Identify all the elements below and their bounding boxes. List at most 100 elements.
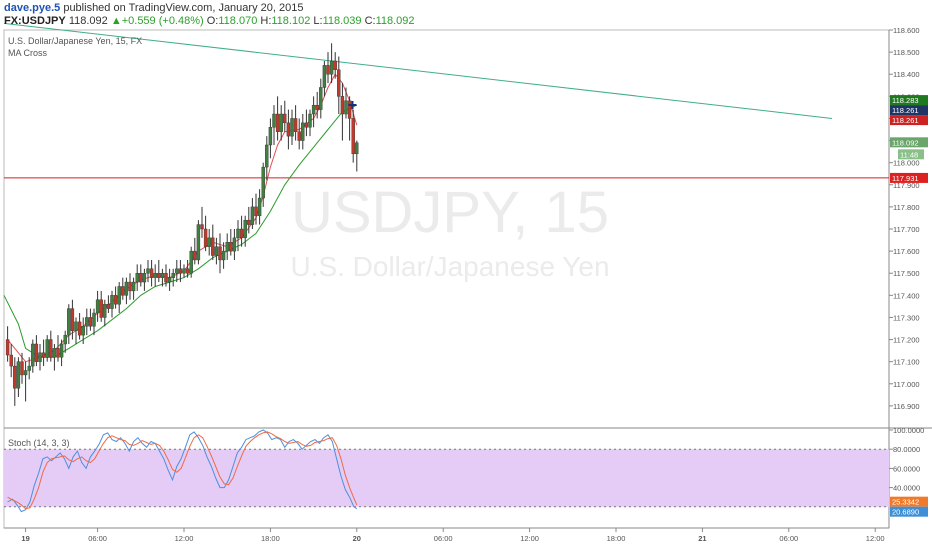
candle-body bbox=[175, 268, 179, 274]
candle-body bbox=[232, 237, 237, 252]
candle bbox=[243, 215, 247, 247]
candle-body bbox=[185, 268, 190, 274]
candle bbox=[239, 215, 244, 247]
candle bbox=[247, 206, 251, 234]
candle bbox=[254, 193, 258, 225]
candle-body bbox=[218, 246, 222, 261]
price-tick-label: 117.500 bbox=[893, 269, 920, 278]
candle-body bbox=[333, 60, 337, 70]
candle bbox=[214, 237, 219, 265]
candle bbox=[275, 96, 280, 141]
stoch-band bbox=[4, 449, 889, 507]
candle-body bbox=[49, 339, 53, 358]
stoch-tick-label: 100.0000 bbox=[893, 426, 924, 435]
candle bbox=[9, 343, 13, 378]
price-tick-label: 118.300 bbox=[893, 92, 920, 101]
candle-body bbox=[81, 326, 85, 336]
candle-body bbox=[236, 228, 240, 239]
candle-body bbox=[200, 224, 204, 230]
price-label: 118.261 bbox=[892, 106, 919, 115]
candle-body bbox=[229, 242, 233, 252]
price-tick-label: 118.600 bbox=[893, 26, 920, 35]
candle bbox=[218, 233, 222, 274]
candle-body bbox=[322, 65, 327, 88]
candle bbox=[38, 343, 42, 371]
candle-body bbox=[351, 118, 355, 155]
candle-body bbox=[250, 206, 255, 225]
candle bbox=[193, 237, 197, 265]
candle bbox=[34, 335, 39, 367]
candle-body bbox=[27, 365, 31, 371]
price-label-box bbox=[890, 95, 928, 106]
close-label: C: bbox=[364, 15, 376, 27]
price-label: 118.092 bbox=[892, 138, 919, 147]
candle bbox=[63, 330, 67, 353]
high-label: H: bbox=[260, 15, 272, 27]
candle bbox=[236, 220, 240, 252]
indicator-name[interactable]: MA Cross bbox=[8, 48, 48, 58]
candle bbox=[232, 229, 237, 260]
time-tick-label: 18:00 bbox=[261, 534, 280, 543]
candle-body bbox=[45, 339, 49, 358]
candle bbox=[301, 114, 305, 150]
price-tick-label: 118.000 bbox=[893, 159, 920, 168]
candle-body bbox=[344, 100, 348, 115]
candle bbox=[67, 304, 71, 344]
price-label-box bbox=[890, 137, 928, 148]
candle bbox=[319, 78, 323, 119]
candle bbox=[59, 339, 64, 367]
symbol-name[interactable]: FX:USDJPY bbox=[4, 15, 66, 27]
candle bbox=[185, 259, 190, 278]
candle bbox=[106, 295, 111, 314]
candle-body bbox=[171, 273, 175, 278]
candle bbox=[157, 259, 161, 283]
candle-body bbox=[243, 219, 247, 239]
candle-body bbox=[297, 131, 301, 141]
candle bbox=[283, 100, 287, 132]
author-link[interactable]: dave.pye.5 bbox=[4, 2, 61, 14]
candle bbox=[189, 246, 193, 278]
candle bbox=[326, 52, 330, 84]
low-value: 118.039 bbox=[322, 15, 362, 27]
candle-body bbox=[239, 228, 244, 239]
price-tick-label: 117.900 bbox=[893, 181, 920, 190]
time-tick-label: 19 bbox=[21, 534, 29, 543]
candle-body bbox=[257, 197, 262, 216]
candle bbox=[257, 189, 262, 225]
candle bbox=[27, 357, 31, 380]
candle bbox=[171, 268, 175, 287]
candle bbox=[131, 277, 136, 300]
candle bbox=[344, 87, 348, 119]
time-tick-label: 06:00 bbox=[88, 534, 107, 543]
candle bbox=[207, 229, 211, 256]
candle bbox=[221, 242, 226, 269]
published-text: published on TradingView.com, January 20… bbox=[60, 2, 304, 14]
stoch-pane-title[interactable]: Stoch (14, 3, 3) bbox=[8, 438, 70, 448]
price-tick-label: 117.600 bbox=[893, 247, 920, 256]
candle-body bbox=[279, 113, 283, 132]
candle-body bbox=[23, 370, 28, 376]
candle-body bbox=[41, 352, 46, 358]
candle bbox=[182, 264, 186, 278]
candle bbox=[225, 233, 229, 260]
candle bbox=[70, 299, 75, 340]
candle-body bbox=[128, 281, 132, 292]
candle-body bbox=[63, 334, 67, 345]
candle bbox=[139, 264, 143, 287]
stoch-tick-label: 60.0000 bbox=[893, 464, 920, 473]
candle bbox=[355, 140, 359, 172]
price-change: +0.559 (+0.48%) bbox=[121, 15, 204, 27]
candle bbox=[265, 136, 269, 181]
high-value: 118.102 bbox=[271, 15, 311, 27]
symbol-line: FX:USDJPY 118.092 ▲+0.559 (+0.48%) O:118… bbox=[4, 15, 415, 27]
candle bbox=[286, 109, 291, 150]
candle bbox=[92, 308, 96, 336]
price-tick-label: 118.100 bbox=[893, 137, 920, 146]
candle-body bbox=[142, 273, 147, 283]
time-tick-label: 12:00 bbox=[520, 534, 539, 543]
candle-body bbox=[311, 104, 316, 115]
candle-body bbox=[56, 348, 60, 358]
price-tick-label: 118.200 bbox=[893, 114, 920, 123]
candle bbox=[351, 109, 355, 163]
